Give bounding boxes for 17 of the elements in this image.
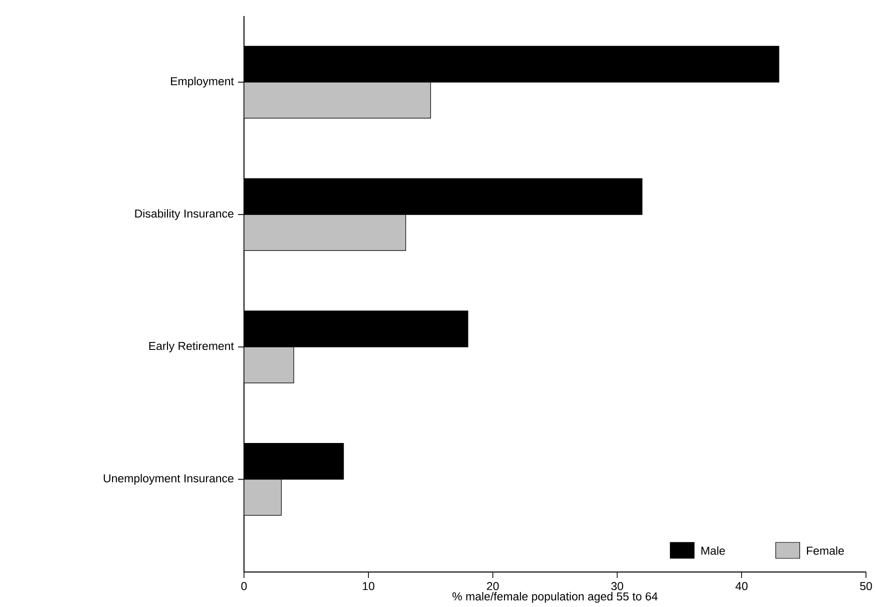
- y-tick-label: Unemployment Insurance: [104, 474, 234, 485]
- x-tick-label: 30: [611, 582, 624, 590]
- bar: [244, 346, 294, 384]
- x-tick-label: 10: [362, 582, 374, 590]
- y-tick-label: Employment: [170, 77, 234, 88]
- y-tick-label: Disability Insurance: [135, 209, 234, 220]
- x-tick-label: 20: [486, 582, 499, 590]
- x-tick-label: 40: [735, 582, 748, 590]
- bar: [244, 82, 431, 119]
- bar: [244, 214, 406, 252]
- legend-label: Female: [806, 546, 844, 555]
- legend-label: Male: [701, 546, 725, 555]
- x-tick-label: 0: [241, 582, 247, 590]
- y-tick-label: Early Retirement: [149, 342, 234, 353]
- x-tick-label: 50: [860, 582, 872, 590]
- bar: [244, 479, 282, 516]
- x-axis-title: % male/female population aged 55 to 64: [452, 592, 658, 603]
